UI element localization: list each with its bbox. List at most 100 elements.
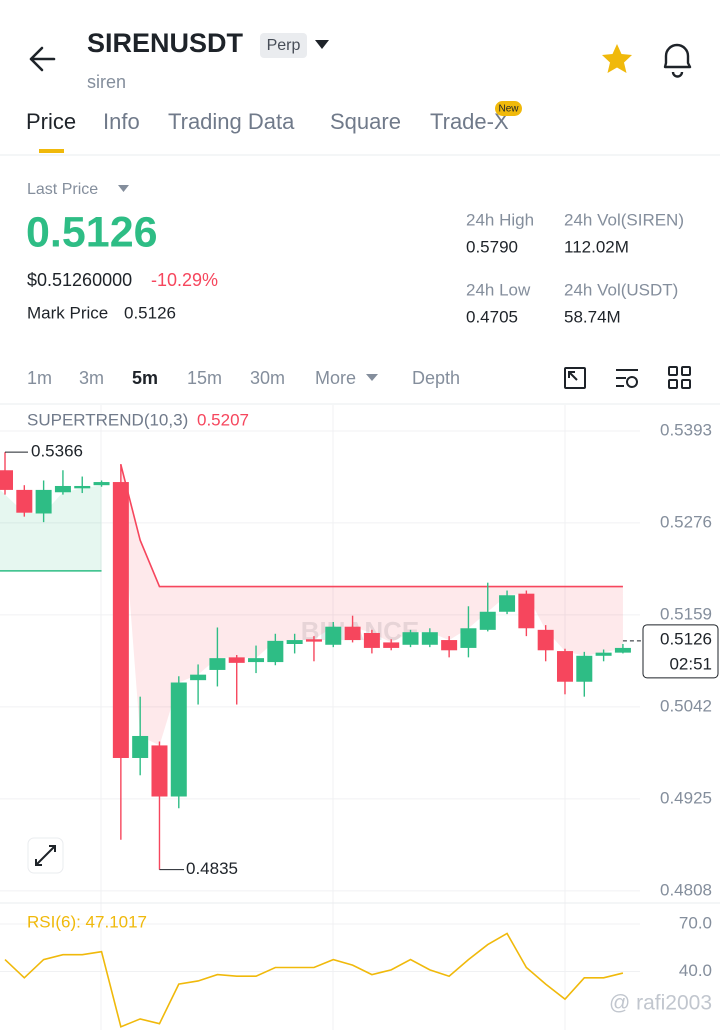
stat-label: 24h Low bbox=[466, 280, 531, 299]
low-marker-label: 0.4835 bbox=[186, 859, 238, 878]
interval-tab[interactable]: 1m bbox=[27, 368, 52, 388]
high-marker-label: 0.5366 bbox=[31, 442, 83, 461]
candle-body bbox=[248, 658, 265, 663]
candle-body bbox=[325, 626, 342, 645]
tab[interactable]: Trade-X bbox=[430, 109, 509, 134]
layout-tool[interactable] bbox=[668, 366, 691, 389]
notification-bell[interactable] bbox=[663, 43, 692, 78]
rsi-line bbox=[4, 932, 624, 1028]
candle-body bbox=[441, 640, 458, 651]
candle-body bbox=[74, 485, 91, 489]
watermark: @ rafi2003 bbox=[609, 992, 712, 1015]
supertrend-line bbox=[120, 464, 623, 588]
candle-body bbox=[209, 658, 226, 670]
interval-tab[interactable]: 30m bbox=[250, 368, 285, 388]
subtitle: siren bbox=[87, 72, 126, 92]
y-tick-label: 0.5042 bbox=[660, 696, 712, 715]
interval-tab[interactable]: 3m bbox=[79, 368, 104, 388]
symbol: SIRENUSDT bbox=[87, 28, 244, 58]
chart-tools bbox=[564, 366, 691, 389]
indicator-tool[interactable] bbox=[616, 369, 638, 388]
trend-fill bbox=[120, 464, 623, 746]
y-tick-label: 40.0 bbox=[679, 961, 712, 980]
badge: Perp bbox=[267, 37, 301, 54]
candle-body bbox=[54, 485, 71, 493]
indicator-label: SUPERTREND(10,3) bbox=[27, 410, 188, 429]
candle-body bbox=[518, 593, 535, 629]
current-price-label: 0.5126 bbox=[660, 629, 712, 648]
tab[interactable]: Trading Data bbox=[168, 109, 295, 134]
candle-body bbox=[402, 632, 419, 645]
stat-label: 24h Vol(SIREN) bbox=[564, 210, 684, 229]
interval-tab[interactable]: More bbox=[315, 368, 356, 388]
stat-label: 24h High bbox=[466, 210, 534, 229]
candle-body bbox=[112, 482, 129, 758]
candle-body bbox=[286, 640, 303, 644]
y-tick-label: 0.5159 bbox=[660, 604, 712, 623]
candle-body bbox=[421, 632, 438, 645]
candle-body bbox=[479, 611, 496, 630]
last-price-label: Last Price bbox=[27, 181, 98, 198]
candle-body bbox=[228, 657, 245, 663]
new-badge-bg bbox=[495, 101, 522, 116]
y-tick-label: 0.4925 bbox=[660, 788, 712, 807]
rsi-label: RSI(6): 47.1017 bbox=[27, 912, 147, 931]
fullscreen-tool[interactable] bbox=[564, 367, 586, 389]
new-badge: New bbox=[498, 104, 519, 115]
price-change: -10.29% bbox=[151, 270, 218, 290]
trend-fill bbox=[0, 485, 102, 571]
symbol-dropdown[interactable] bbox=[315, 40, 329, 49]
last-price: 0.5126 bbox=[26, 208, 158, 256]
candle-body bbox=[305, 639, 322, 642]
mark-price-label: Mark Price bbox=[27, 303, 108, 322]
candle-body bbox=[556, 651, 573, 682]
candle-body bbox=[576, 655, 593, 682]
active-tab-indicator bbox=[39, 149, 64, 153]
depth-tab[interactable]: Depth bbox=[412, 368, 460, 388]
candle-body bbox=[16, 489, 33, 513]
interval-tab[interactable]: 5m bbox=[132, 368, 158, 388]
stat-value: 58.74M bbox=[564, 307, 621, 326]
tab[interactable]: Price bbox=[26, 109, 76, 134]
y-tick-label: 0.5276 bbox=[660, 512, 712, 531]
current-price-box bbox=[642, 624, 719, 679]
stat-value: 0.5790 bbox=[466, 237, 518, 256]
candle-body bbox=[0, 470, 13, 490]
candle-body bbox=[93, 482, 110, 486]
candle-body bbox=[132, 735, 149, 758]
candle-body bbox=[595, 652, 612, 656]
usd-price: $0.51260000 bbox=[27, 270, 132, 290]
favorite-star[interactable] bbox=[602, 44, 632, 73]
indicator-value: 0.5207 bbox=[197, 410, 249, 429]
stat-label: 24h Vol(USDT) bbox=[564, 280, 678, 299]
mark-price: 0.5126 bbox=[124, 303, 176, 322]
dropdown-icon[interactable] bbox=[118, 185, 129, 192]
badge-bg bbox=[260, 33, 307, 58]
candle-body bbox=[383, 642, 400, 648]
tab[interactable]: Square bbox=[330, 109, 401, 134]
candle-body bbox=[499, 595, 516, 612]
y-tick-label: 0.4808 bbox=[660, 880, 712, 899]
candle-body bbox=[537, 629, 554, 651]
candle-body bbox=[460, 628, 477, 648]
countdown: 02:51 bbox=[669, 654, 712, 673]
candle-body bbox=[614, 647, 631, 653]
y-tick-label: 0.5393 bbox=[660, 420, 712, 439]
candle-body bbox=[190, 674, 207, 681]
candle-body bbox=[151, 745, 168, 797]
candle-body bbox=[170, 682, 187, 797]
interval-tab[interactable]: 15m bbox=[187, 368, 222, 388]
vertical-grid bbox=[100, 405, 566, 1030]
more-dropdown[interactable] bbox=[366, 374, 378, 381]
candle-body bbox=[363, 632, 380, 648]
back-button[interactable] bbox=[29, 46, 56, 72]
expand-icon bbox=[35, 845, 56, 866]
stat-value: 112.02M bbox=[564, 237, 629, 256]
candle-body bbox=[267, 640, 284, 663]
y-tick-label: 70.0 bbox=[679, 913, 712, 932]
stat-value: 0.4705 bbox=[466, 307, 518, 326]
candle-body bbox=[35, 489, 52, 514]
tab[interactable]: Info bbox=[103, 109, 140, 134]
candle-body bbox=[344, 626, 361, 641]
